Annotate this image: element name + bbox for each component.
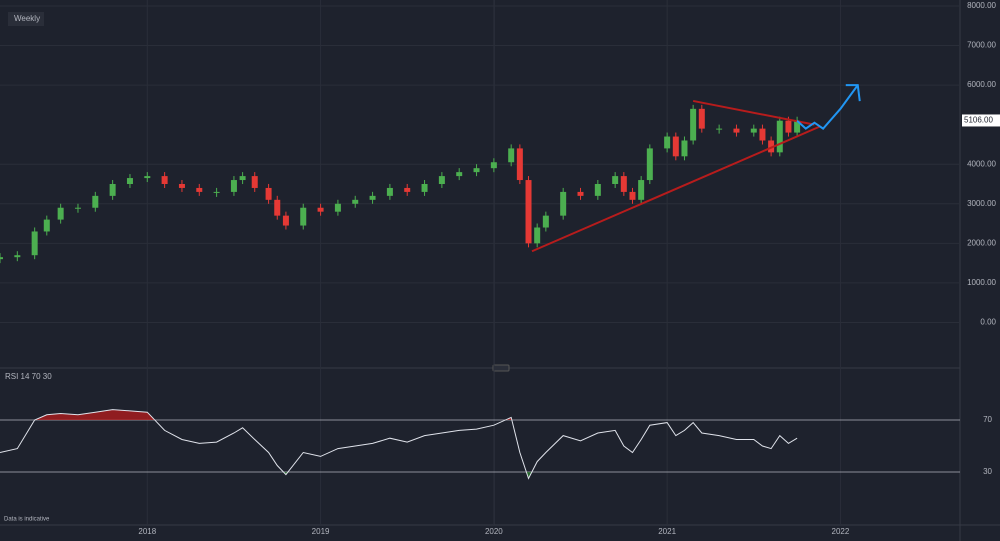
candle-body xyxy=(560,191,567,216)
candle-body xyxy=(785,120,792,133)
candle-body xyxy=(759,128,766,141)
candle-body xyxy=(230,180,237,192)
y-tick-label: 7000.00 xyxy=(967,41,996,50)
candle-body xyxy=(31,231,38,256)
candle-body xyxy=(534,227,541,244)
candle-body xyxy=(438,176,445,184)
y-tick-label: 6000.00 xyxy=(967,80,996,89)
candle-body xyxy=(716,128,723,130)
candle-body xyxy=(126,178,133,184)
candle-body xyxy=(109,184,116,196)
x-tick-label: 2018 xyxy=(138,527,156,536)
candle-body xyxy=(577,191,584,196)
rsi-tick-label: 70 xyxy=(983,415,992,424)
candle-body xyxy=(317,207,324,212)
candle-body xyxy=(629,191,636,200)
candle-body xyxy=(672,136,679,157)
y-tick-label: 4000.00 xyxy=(967,159,996,168)
candle-body xyxy=(508,148,515,163)
candle-body xyxy=(456,172,463,177)
candle-body xyxy=(681,140,688,157)
candle-body xyxy=(516,148,523,181)
candle-body xyxy=(594,184,601,196)
interval-badge[interactable] xyxy=(8,12,44,26)
trendline xyxy=(531,125,821,253)
interval-label: Weekly xyxy=(14,14,40,23)
candle-body xyxy=(352,199,359,204)
y-tick-label: 2000.00 xyxy=(967,238,996,247)
candle-body xyxy=(196,187,203,192)
candle-body xyxy=(750,128,757,133)
candle-body xyxy=(43,219,50,232)
y-tick-label: 8000.00 xyxy=(967,1,996,10)
candle-body xyxy=(421,184,428,192)
candle-body xyxy=(612,176,619,184)
candle-body xyxy=(776,120,783,153)
candle-body xyxy=(733,128,740,133)
footnote: Data is indicative xyxy=(4,517,50,523)
y-tick-label: 0.00 xyxy=(980,318,996,327)
projection xyxy=(796,84,859,130)
candle-body xyxy=(274,199,281,216)
trendline xyxy=(692,99,815,126)
y-tick-label: 3000.00 xyxy=(967,199,996,208)
candle-body xyxy=(490,162,497,169)
candle-body xyxy=(178,184,185,188)
candle-body xyxy=(473,168,480,173)
candle-body xyxy=(74,207,81,209)
last-price-label: 5106.00 xyxy=(964,116,993,125)
pane-handle[interactable] xyxy=(492,364,510,372)
x-tick-label: 2019 xyxy=(312,527,330,536)
candle-body xyxy=(0,257,3,260)
candle-body xyxy=(239,176,246,181)
x-tick-label: 2021 xyxy=(658,527,676,536)
candle-body xyxy=(542,215,549,228)
candle-body xyxy=(369,195,376,200)
candle-body xyxy=(92,195,99,208)
candle-body xyxy=(794,120,801,133)
candle-body xyxy=(620,176,627,192)
x-tick-label: 2020 xyxy=(485,527,503,536)
candle-body xyxy=(57,207,64,220)
candle-body xyxy=(698,108,705,129)
projection-arrowhead xyxy=(845,84,861,102)
candle-body xyxy=(646,148,653,181)
candle-body xyxy=(334,203,341,212)
candle-body xyxy=(265,187,272,200)
candle-body xyxy=(251,176,258,188)
y-tick-label: 1000.00 xyxy=(967,278,996,287)
rsi-overbought xyxy=(0,409,798,420)
candle-body xyxy=(664,136,671,149)
candle-body xyxy=(144,176,151,179)
last-price-box xyxy=(962,114,1000,127)
candle-body xyxy=(282,215,289,226)
candle-body xyxy=(404,187,411,192)
candle-body xyxy=(300,207,307,226)
candle-body xyxy=(386,187,393,196)
rsi-tick-label: 30 xyxy=(983,467,992,476)
candle-body xyxy=(213,191,220,193)
candle-body xyxy=(161,176,168,184)
x-tick-label: 2022 xyxy=(832,527,850,536)
candle-body xyxy=(690,108,697,141)
candle-body xyxy=(638,180,645,200)
rsi-line xyxy=(0,409,798,480)
candle-body xyxy=(14,255,21,258)
candle-body xyxy=(768,140,775,153)
candle-body xyxy=(525,180,532,244)
indicator-label: RSI 14 70 30 xyxy=(5,372,52,381)
